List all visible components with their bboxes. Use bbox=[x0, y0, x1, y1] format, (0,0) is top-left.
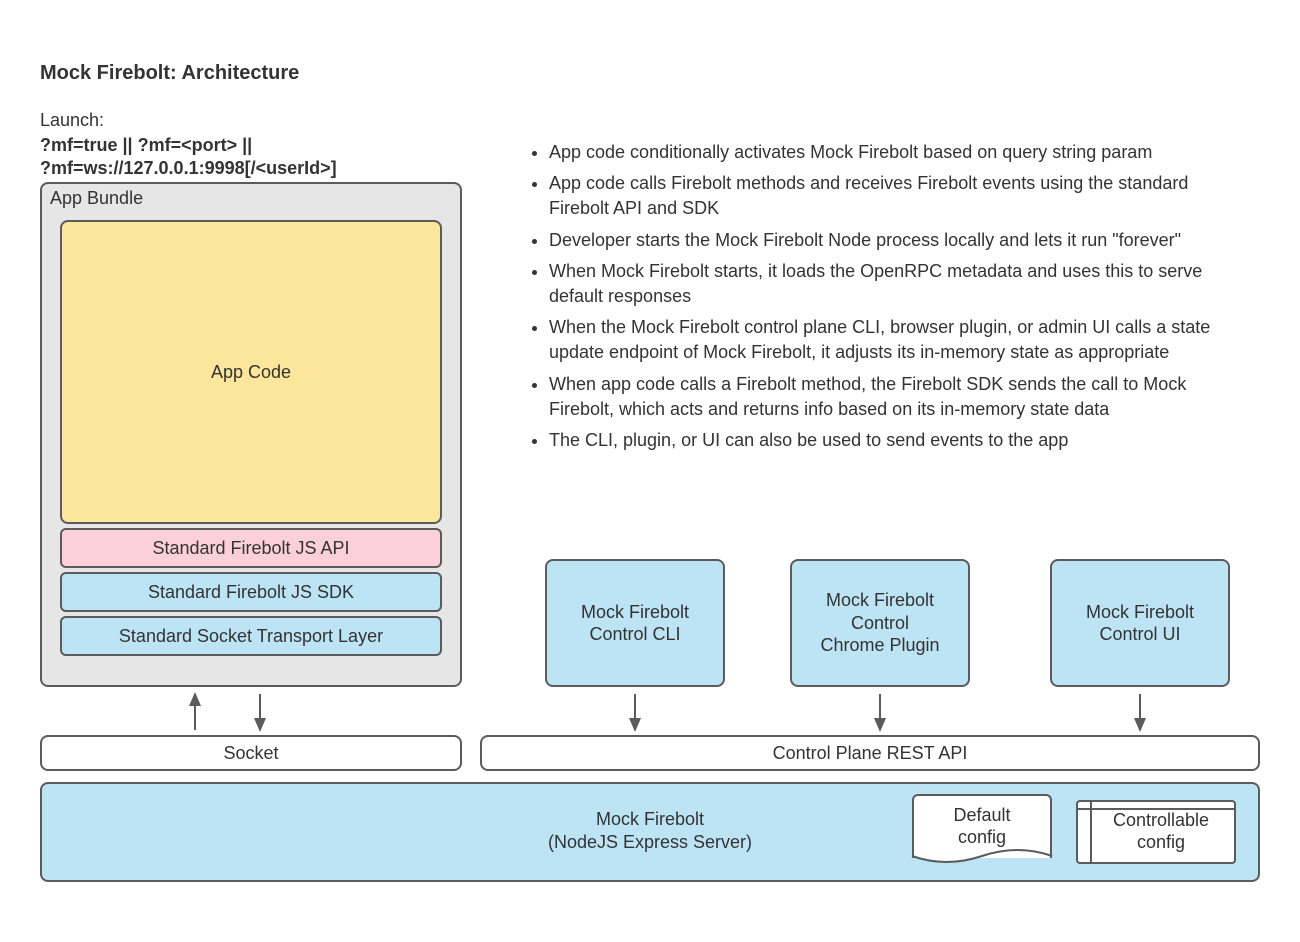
api-box: Standard Firebolt JS API bbox=[60, 528, 442, 568]
plugin-line1: Mock Firebolt bbox=[826, 590, 934, 610]
ui-line2: Control UI bbox=[1099, 624, 1180, 644]
app-bundle-label: App Bundle bbox=[50, 188, 143, 209]
ctrl-cfg-line1: Controllable bbox=[1113, 810, 1209, 830]
cli-line2: Control CLI bbox=[589, 624, 680, 644]
bullet-item: App code conditionally activates Mock Fi… bbox=[549, 140, 1245, 165]
server-line1: Mock Firebolt bbox=[596, 809, 704, 829]
cli-line1: Mock Firebolt bbox=[581, 602, 689, 622]
ctrl-cfg-line2: config bbox=[1137, 832, 1185, 852]
bullet-item: App code calls Firebolt methods and rece… bbox=[549, 171, 1245, 221]
page-title: Mock Firebolt: Architecture bbox=[40, 62, 299, 85]
bullet-item: The CLI, plugin, or UI can also be used … bbox=[549, 428, 1245, 453]
transport-box: Standard Socket Transport Layer bbox=[60, 616, 442, 656]
control-cli-box: Mock Firebolt Control CLI bbox=[545, 559, 725, 687]
bullet-item: Developer starts the Mock Firebolt Node … bbox=[549, 228, 1245, 253]
control-plugin-box: Mock Firebolt Control Chrome Plugin bbox=[790, 559, 970, 687]
bullet-item: When the Mock Firebolt control plane CLI… bbox=[549, 315, 1245, 365]
description-bullets: App code conditionally activates Mock Fi… bbox=[525, 140, 1245, 459]
controllable-config-box: Controllable config bbox=[1076, 800, 1236, 864]
launch-code: ?mf=true || ?mf=<port> || ?mf=ws://127.0… bbox=[40, 134, 337, 181]
default-cfg-line2: config bbox=[958, 827, 1006, 847]
plugin-line2: Control bbox=[851, 613, 909, 633]
bullet-item: When app code calls a Firebolt method, t… bbox=[549, 372, 1245, 422]
ui-line1: Mock Firebolt bbox=[1086, 602, 1194, 622]
server-line2: (NodeJS Express Server) bbox=[548, 832, 752, 852]
sdk-box: Standard Firebolt JS SDK bbox=[60, 572, 442, 612]
plugin-line3: Chrome Plugin bbox=[820, 635, 939, 655]
control-ui-box: Mock Firebolt Control UI bbox=[1050, 559, 1230, 687]
socket-box: Socket bbox=[40, 735, 462, 771]
doc-wave-icon bbox=[910, 846, 1054, 870]
launch-code-line1: ?mf=true || ?mf=<port> || bbox=[40, 135, 252, 155]
launch-label: Launch: bbox=[40, 110, 104, 131]
app-code-box: App Code bbox=[60, 220, 442, 524]
launch-code-line2: ?mf=ws://127.0.0.1:9998[/<userId>] bbox=[40, 158, 337, 178]
bullet-item: When Mock Firebolt starts, it loads the … bbox=[549, 259, 1245, 309]
default-cfg-line1: Default bbox=[953, 805, 1010, 825]
server-label: Mock Firebolt (NodeJS Express Server) bbox=[510, 808, 790, 855]
rest-api-box: Control Plane REST API bbox=[480, 735, 1260, 771]
